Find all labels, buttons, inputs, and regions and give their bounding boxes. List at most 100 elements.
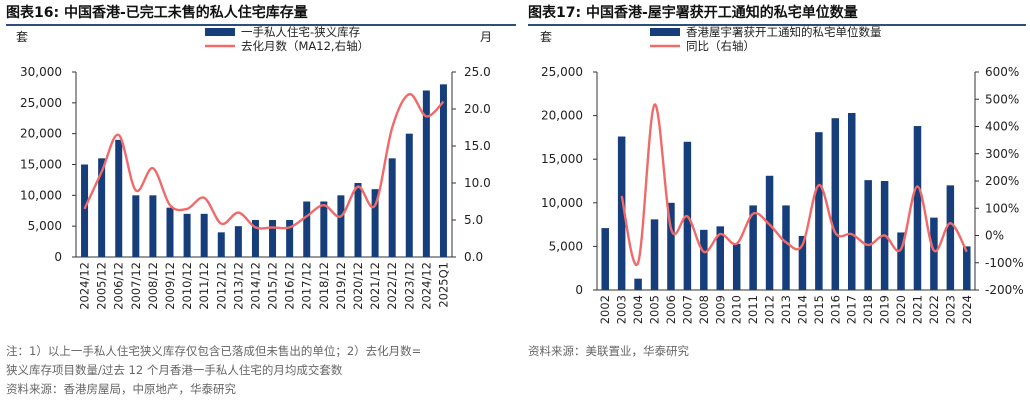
category-label: 2009/12 (163, 262, 177, 310)
category-label: 2018 (861, 295, 875, 324)
category-label: 2013 (779, 295, 793, 324)
right-tick-label: 100% (985, 201, 1019, 215)
bar (234, 226, 242, 257)
category-label: 2002 (598, 295, 612, 324)
category-label: 2018/12 (317, 262, 331, 310)
legend-bar-label: 一手私人住宅-狭义库存 (241, 25, 360, 39)
left-chart-title: 图表16: 中国香港-已完工未售的私人住宅库存量 (6, 5, 308, 21)
bar (200, 213, 208, 257)
category-label: 2010 (730, 295, 744, 324)
category-label: 2014/12 (248, 262, 262, 310)
right-tick-label: 25.0 (464, 65, 491, 79)
bar (831, 118, 840, 290)
category-label: 2021 (910, 295, 924, 324)
category-label: 2003 (615, 295, 629, 324)
category-label: 2019 (878, 295, 892, 324)
category-label: 2019/12 (334, 262, 348, 310)
category-label: 2009 (713, 295, 727, 324)
right-tick-label: 20.0 (464, 102, 491, 116)
bar (388, 158, 396, 257)
left-axis-unit: 套 (16, 30, 28, 44)
bar (439, 84, 447, 257)
category-label: 2010/12 (180, 262, 194, 310)
category-label: 2011/12 (197, 262, 211, 310)
bar (617, 136, 626, 290)
left-title-rule (6, 24, 516, 26)
category-label: 2020 (894, 295, 908, 324)
bar (149, 195, 157, 257)
right-tick-label: 0% (985, 229, 1004, 243)
left-tick-label: 0 (54, 250, 62, 264)
category-label: 2006/12 (112, 262, 126, 310)
legend-bar-label: 香港屋宇署获开工通知的私宅单位数量 (686, 25, 882, 39)
bar (732, 243, 741, 290)
category-label: 2008 (697, 295, 711, 324)
left-tick-label: 0 (575, 283, 583, 297)
right-tick-label: 600% (985, 65, 1019, 79)
series-line (83, 93, 445, 230)
bar (864, 180, 872, 290)
category-label: 2005/12 (95, 262, 109, 310)
category-label: 2006 (664, 295, 678, 324)
bar (716, 226, 725, 290)
bar (371, 189, 379, 257)
bar (166, 207, 174, 257)
left-tick-label: 10,000 (541, 196, 583, 210)
bar (930, 217, 938, 290)
category-label: 2022 (927, 295, 941, 324)
bar (81, 164, 89, 257)
category-label: 2015/12 (266, 262, 280, 310)
bar (337, 195, 345, 257)
bar (217, 232, 225, 257)
category-label: 2025Q1 (436, 262, 450, 308)
right-tick-label: 5.0 (464, 213, 483, 227)
right-tick-label: 15.0 (464, 139, 491, 153)
bar (798, 235, 807, 290)
bar (269, 220, 277, 257)
category-label: 2022/12 (385, 262, 399, 310)
bar (354, 183, 362, 257)
category-label: 2016/12 (283, 262, 297, 310)
category-label: 2020/12 (351, 262, 365, 310)
right-tick-label: 200% (985, 174, 1019, 188)
bar (749, 205, 757, 290)
bar (667, 202, 675, 290)
left-tick-label: 10,000 (20, 188, 62, 202)
category-label: 2023/12 (402, 262, 416, 310)
bar (650, 219, 659, 290)
legend-bar-swatch (650, 28, 680, 36)
category-label: 2024/12 (419, 262, 433, 310)
left-tick-label: 25,000 (541, 65, 583, 79)
bar (963, 246, 971, 290)
left-tick-label: 15,000 (20, 158, 62, 172)
bar (847, 112, 856, 290)
right-tick-label: -200% (985, 283, 1024, 297)
bar (897, 232, 905, 290)
right-tick-label: 10.0 (464, 176, 491, 190)
bar (251, 220, 259, 257)
left-tick-label: 5,000 (28, 219, 62, 233)
bar (634, 278, 642, 290)
right-tick-label: 400% (985, 120, 1019, 134)
bar (303, 201, 311, 257)
category-label: 2015 (812, 295, 826, 324)
bar (815, 132, 823, 290)
left-footnote-1: 注：1）以上一手私人住宅狭义库存仅包含已落成但未售出的单位；2）去化月数= (6, 344, 422, 358)
right-tick-label: 0.0 (464, 250, 483, 264)
left-tick-label: 20,000 (20, 127, 62, 141)
bar (765, 175, 774, 290)
bar (422, 90, 430, 257)
category-label: 2021/12 (368, 262, 382, 310)
category-label: 2012/12 (214, 262, 228, 310)
category-label: 2011 (746, 295, 760, 324)
bar (115, 139, 123, 257)
bar (601, 228, 609, 290)
right-title-rule (528, 24, 1026, 26)
category-label: 2023 (943, 295, 957, 324)
left-footnote-2: 狭义库存项目数量/过去 12 个月香港一手私人住宅的月均成交套数 (6, 363, 343, 377)
category-label: 2016 (828, 295, 842, 324)
bar (132, 195, 140, 257)
bar (286, 220, 294, 257)
bar (183, 213, 191, 257)
